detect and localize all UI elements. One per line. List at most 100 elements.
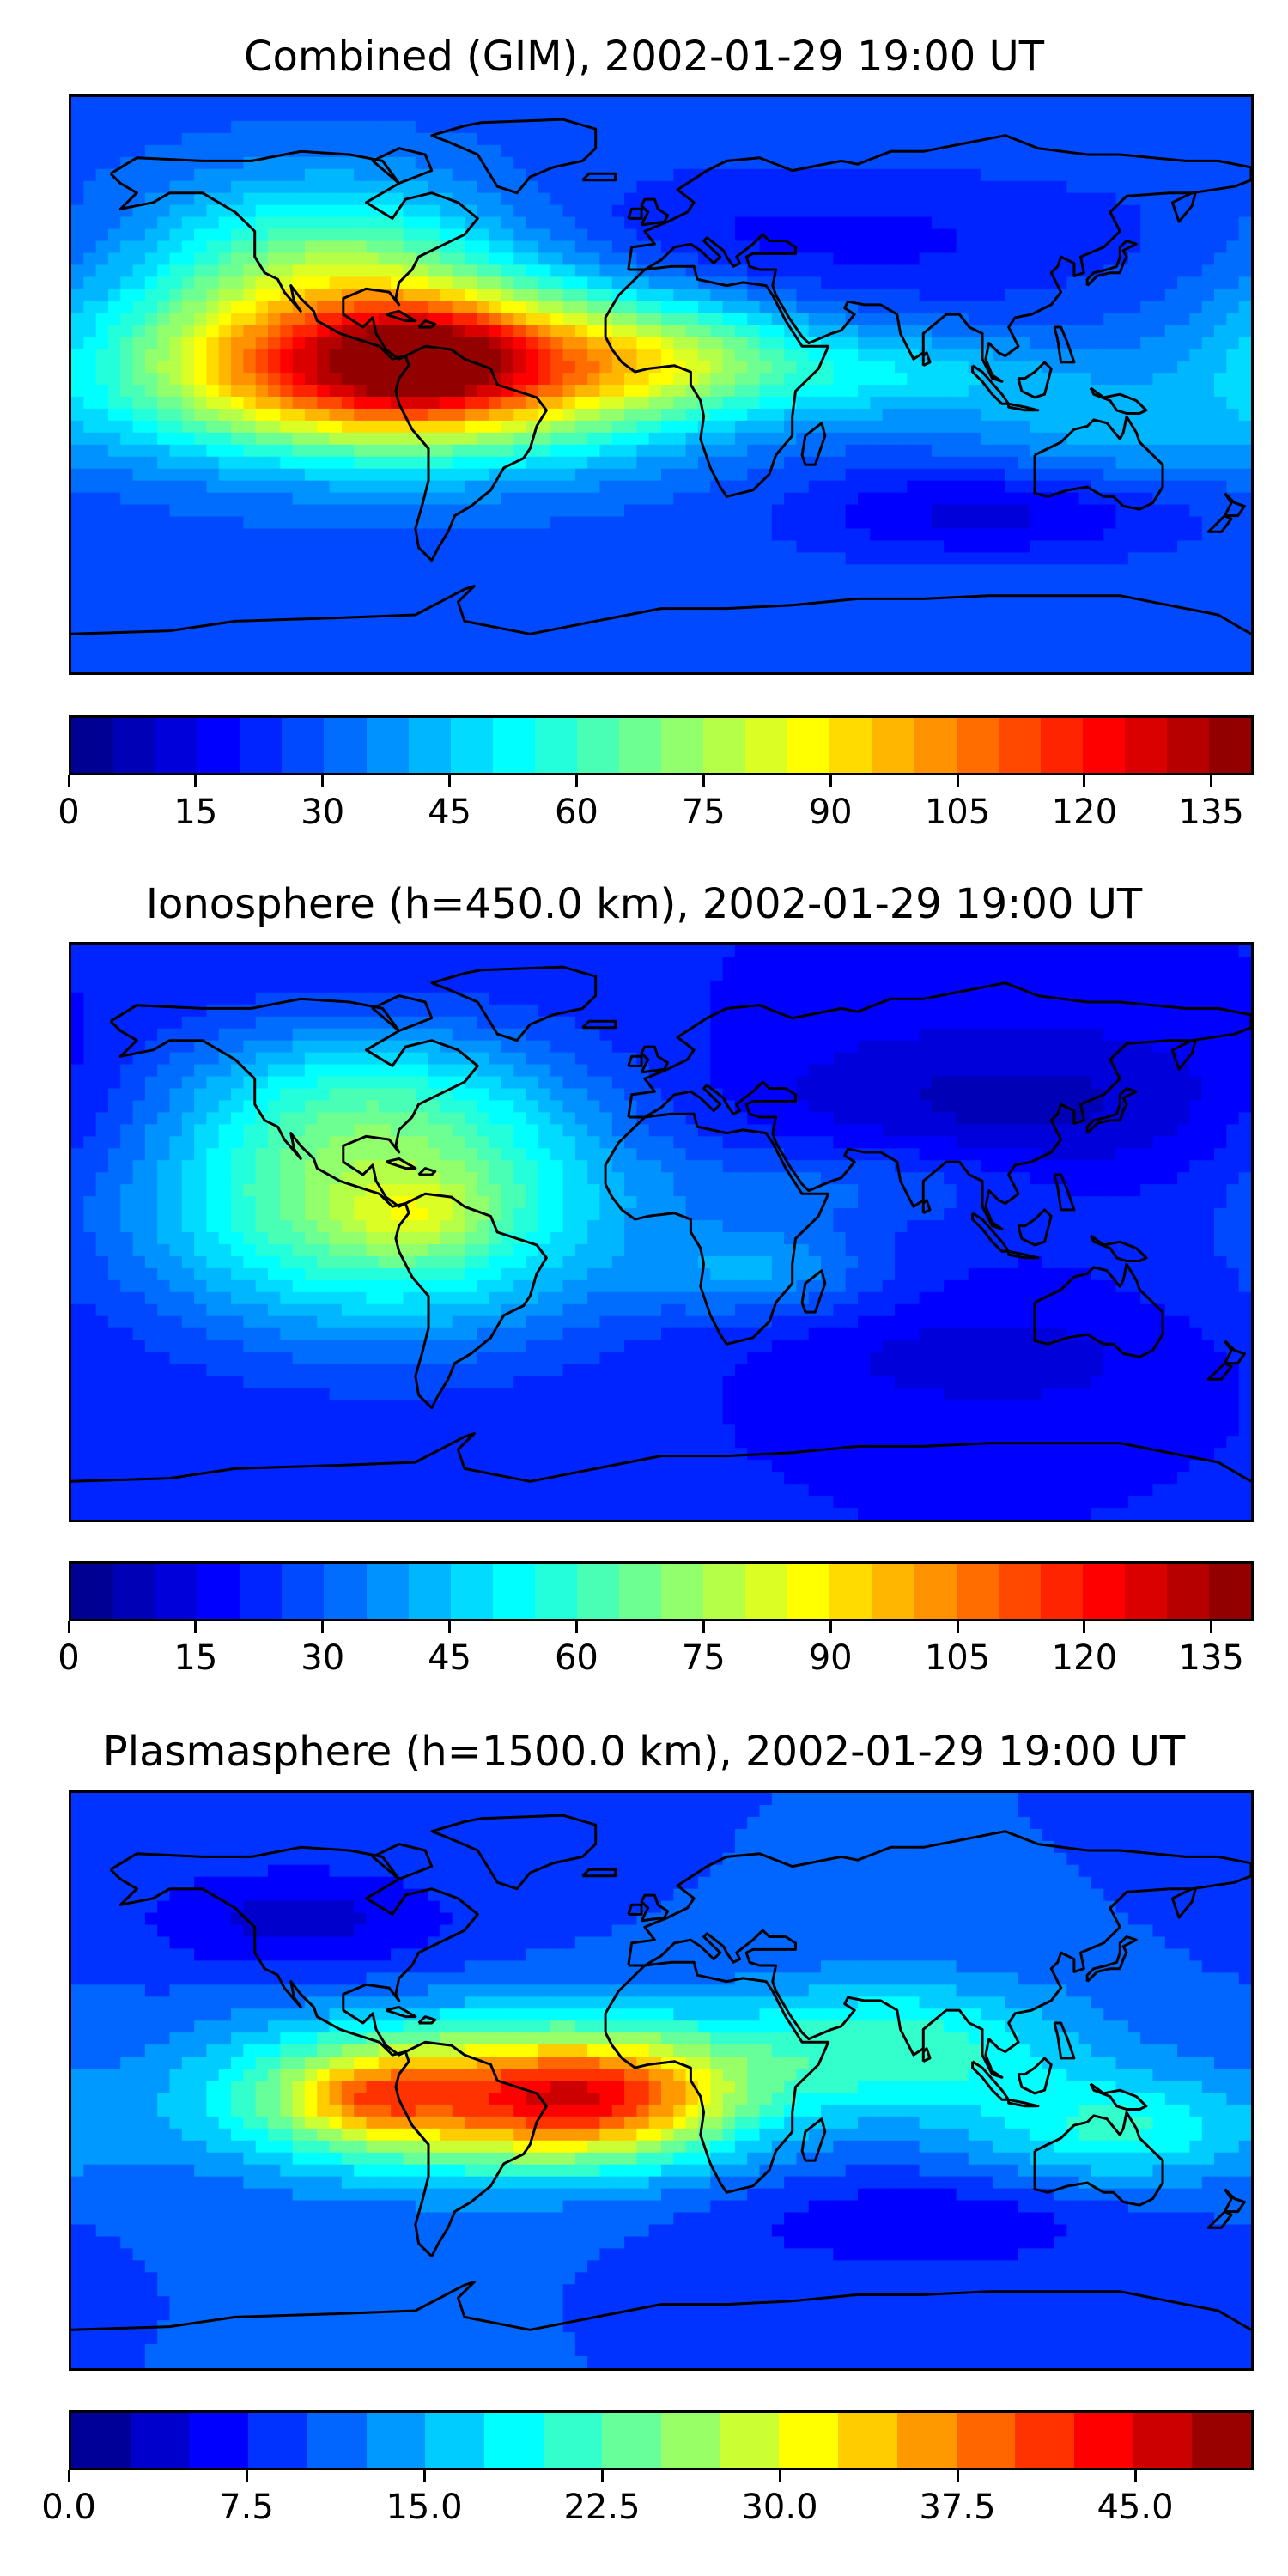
tec-cell [1226,264,1240,277]
tec-cell [71,945,84,957]
tec-cell [870,456,884,470]
tec-cell [907,228,920,242]
tec-cell [107,624,121,637]
tec-cell [95,373,109,386]
tec-cell [292,156,306,170]
tec-cell [796,396,810,410]
tec-cell [107,144,121,158]
tec-cell [858,120,871,134]
tec-cell [759,660,773,672]
tec-cell [329,361,343,374]
tec-cell [71,396,84,410]
tec-cell [144,968,158,981]
tec-cell [181,396,195,410]
tec-cell [181,337,195,349]
tec-cell [1018,168,1030,182]
tec-cell [858,192,871,206]
tec-cell [821,204,834,218]
tec-cell [1127,216,1141,230]
tec-cell [231,588,244,601]
tec-cell [489,552,502,565]
tec-cell [833,301,847,313]
tec-cell [1238,576,1251,589]
tec-cell [599,192,613,206]
tec-cell [858,420,871,434]
tec-cell [526,648,539,661]
tec-cell [599,240,613,254]
tec-cell [95,945,109,957]
tec-cell [956,361,969,374]
tec-cell [391,480,404,494]
tec-cell [157,301,171,313]
tec-cell [107,968,121,981]
tec-cell [870,252,884,266]
tec-cell [1164,456,1178,470]
tec-cell [452,385,465,398]
tec-cell [833,264,847,277]
tec-cell [132,636,146,649]
tec-cell [882,204,896,218]
tec-cell [550,396,564,410]
tec-cell [1189,396,1203,410]
tec-cell [1201,396,1215,410]
tec-cell [304,504,318,518]
tec-cell [574,228,588,242]
coastline [394,344,548,562]
tec-cell [1042,252,1055,266]
tec-cell [489,432,502,446]
tec-cell [759,313,773,325]
tec-cell [255,192,269,206]
tec-cell [1238,432,1251,446]
tec-cell [1152,373,1166,386]
tec-cell [599,216,613,230]
tec-cell [1164,408,1178,422]
tec-cell [366,408,380,422]
tec-cell [771,325,785,337]
tec-cell [489,216,502,230]
tec-cell [255,228,269,242]
tec-cell [169,504,183,518]
tec-cell [1164,228,1178,242]
tec-cell [1054,301,1067,313]
tec-cell [157,408,171,422]
tec-cell [538,660,551,672]
tec-cell [341,168,355,182]
tec-cell [661,968,674,981]
tec-cell [636,564,650,577]
tec-cell [944,120,957,134]
tec-cell [648,468,662,482]
tec-cell [562,576,576,589]
tec-cell [968,576,981,589]
tec-cell [1189,120,1203,134]
tec-cell [1140,968,1154,981]
tec-cell [1189,349,1203,361]
tec-cell [747,396,761,410]
tec-cell [415,216,428,230]
tec-cell [341,660,355,672]
tec-cell [526,968,539,981]
tec-cell [882,97,896,110]
tec-cell [894,516,908,530]
tec-cell [95,504,109,518]
tec-cell [1189,636,1203,649]
tec-cell [144,180,158,194]
tec-cell [132,528,146,542]
tec-cell [1214,408,1227,422]
tec-cell [550,540,564,554]
tec-cell [440,180,453,194]
tec-cell [833,540,847,554]
tec-cell [808,648,822,661]
tec-cell [1078,468,1092,482]
tec-cell [587,276,601,289]
tec-cell [550,480,564,494]
tec-cell [415,420,428,434]
tec-cell [304,492,318,506]
tec-cell [562,97,576,110]
tec-cell [1189,264,1203,277]
tec-cell [206,468,220,482]
tec-cell [95,337,109,349]
tec-cell [624,385,637,398]
tec-cell [440,492,453,506]
tec-cell [611,396,625,410]
tec-cell [218,349,232,361]
